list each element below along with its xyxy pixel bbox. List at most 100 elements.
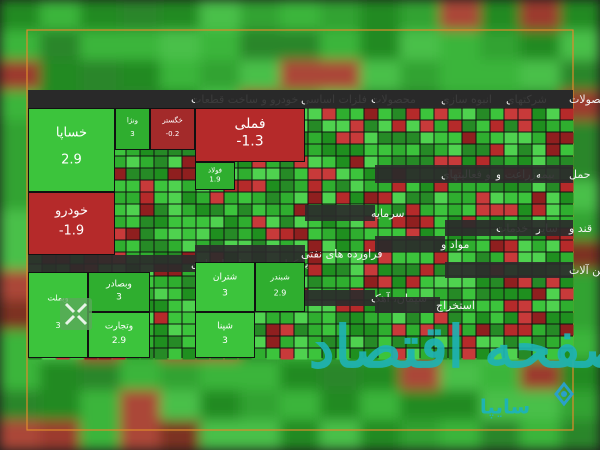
small-tile	[294, 312, 308, 324]
small-tile	[420, 144, 434, 156]
sector-header-bg	[305, 290, 375, 306]
small-tile	[280, 228, 294, 240]
small-tile	[406, 108, 420, 120]
bg-block	[520, 420, 560, 450]
small-tile	[504, 180, 518, 192]
small-tile	[434, 348, 448, 360]
small-tile	[378, 336, 392, 348]
small-tile	[420, 156, 434, 168]
small-tile	[434, 300, 448, 312]
small-tile	[532, 144, 546, 156]
stock-tile	[88, 272, 150, 312]
small-tile	[154, 276, 168, 288]
small-tile	[266, 168, 280, 180]
small-tile	[322, 156, 336, 168]
bg-block	[360, 30, 400, 60]
bg-block	[80, 0, 120, 30]
sector-header-bg	[305, 205, 375, 221]
small-tile	[462, 336, 476, 348]
stock-name: خساپا	[56, 126, 87, 141]
small-tile	[518, 120, 532, 132]
small-tile	[392, 228, 406, 240]
small-tile	[308, 192, 322, 204]
stock-tile	[195, 162, 235, 190]
small-tile	[560, 204, 574, 216]
small-tile	[182, 324, 196, 336]
small-tile	[476, 156, 490, 168]
small-tile	[308, 216, 322, 228]
sector-header-bg	[445, 220, 500, 236]
small-tile	[210, 216, 224, 228]
small-tile	[518, 276, 532, 288]
small-tile	[476, 252, 490, 264]
small-tile	[308, 132, 322, 144]
small-tile	[210, 192, 224, 204]
small-tile	[392, 204, 406, 216]
small-tile	[532, 108, 546, 120]
small-tile	[182, 204, 196, 216]
small-tile	[182, 216, 196, 228]
small-tile	[336, 144, 350, 156]
small-tile	[448, 324, 462, 336]
small-tile	[532, 252, 546, 264]
small-tile	[252, 228, 266, 240]
small-tile	[490, 120, 504, 132]
small-tile	[434, 264, 448, 276]
small-tile	[364, 132, 378, 144]
small-tile	[378, 216, 392, 228]
small-tile	[154, 204, 168, 216]
small-tile	[308, 252, 322, 264]
small-tile	[168, 348, 182, 360]
small-tile	[462, 120, 476, 132]
small-tile	[238, 216, 252, 228]
small-tile	[532, 300, 546, 312]
small-tile	[462, 180, 476, 192]
small-tile	[224, 228, 238, 240]
small-tile	[490, 312, 504, 324]
small-tile	[490, 156, 504, 168]
stock-tile	[28, 108, 115, 192]
small-tile	[504, 132, 518, 144]
bg-block	[240, 360, 280, 390]
bg-block	[320, 60, 360, 90]
small-tile	[168, 204, 182, 216]
bg-block	[40, 0, 80, 30]
small-tile	[322, 120, 336, 132]
bg-block	[40, 420, 80, 450]
small-tile	[434, 132, 448, 144]
bg-block	[320, 390, 360, 420]
small-tile	[448, 348, 462, 360]
small-tile	[350, 156, 364, 168]
small-tile	[154, 348, 168, 360]
small-tile	[294, 180, 308, 192]
bg-block	[280, 420, 320, 450]
small-tile	[378, 324, 392, 336]
small-tile	[560, 192, 574, 204]
small-tile	[308, 168, 322, 180]
small-tile	[378, 180, 392, 192]
small-tile	[350, 108, 364, 120]
small-tile	[252, 204, 266, 216]
small-tile	[560, 108, 574, 120]
small-tile	[350, 132, 364, 144]
small-tile	[490, 276, 504, 288]
small-tile	[476, 108, 490, 120]
small-tile	[546, 300, 560, 312]
small-tile	[518, 312, 532, 324]
small-tile	[252, 180, 266, 192]
small-tile	[308, 348, 322, 360]
small-tile	[378, 288, 392, 300]
small-tile	[392, 132, 406, 144]
small-tile	[476, 192, 490, 204]
small-tile	[420, 120, 434, 132]
small-tile	[168, 228, 182, 240]
small-tile	[406, 348, 420, 360]
bg-block	[400, 30, 440, 60]
bg-block	[160, 0, 200, 30]
small-tile	[434, 324, 448, 336]
stock-name: خگستر	[161, 116, 182, 125]
small-tile	[476, 204, 490, 216]
small-tile	[490, 132, 504, 144]
small-tile	[154, 168, 168, 180]
small-tile	[406, 288, 420, 300]
